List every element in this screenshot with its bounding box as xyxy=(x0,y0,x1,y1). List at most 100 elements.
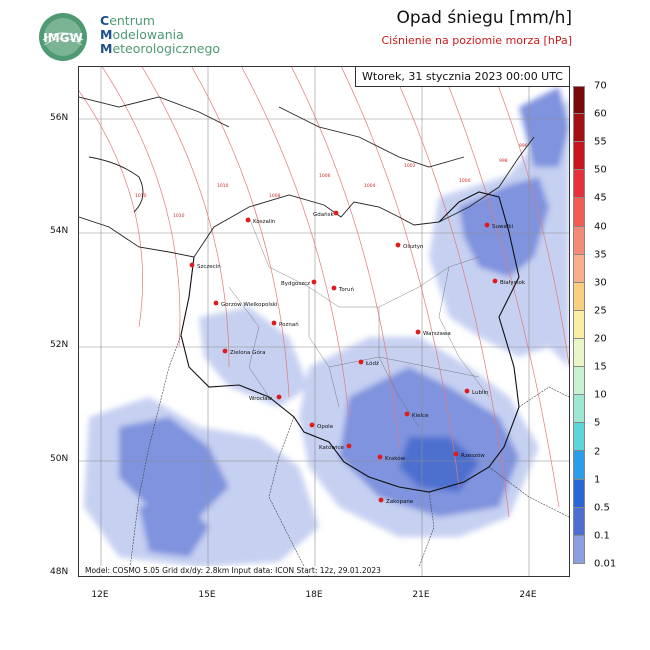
lat-tick-54n: 54N xyxy=(50,226,69,236)
colorbar-segment xyxy=(573,170,585,199)
city-label-krakow: Kraków xyxy=(385,455,406,462)
city-label-poznan: Poznań xyxy=(279,321,299,328)
colorbar-segment xyxy=(573,310,585,339)
colorbar-tick-label: 0.1 xyxy=(594,530,610,542)
isobar-label-1: 1010 xyxy=(135,193,147,199)
colorbar-segment xyxy=(573,254,585,283)
colorbar-tick-label: 2 xyxy=(594,446,601,458)
lon-tick-15e: 15E xyxy=(198,590,216,600)
city-label-bydgoszcz: Bydgoszcz xyxy=(281,281,310,287)
city-label-zakopane: Zakopane xyxy=(386,499,414,505)
city-label-zielona-gora: Zielona Góra xyxy=(230,349,265,356)
colorbar-segment xyxy=(573,226,585,255)
city-label-kielce: Kielce xyxy=(412,413,429,419)
forecast-date: Wtorek, 31 stycznia 2023 00:00 UTC xyxy=(355,67,569,87)
colorbar-tick-label: 0.5 xyxy=(594,502,610,514)
city-gorzow: Gorzów Wielkopolski xyxy=(213,300,278,308)
city-label-warszawa: Warszawa xyxy=(423,331,451,337)
city-label-koszalin: Koszalin xyxy=(253,219,276,225)
colorbar-segment xyxy=(573,367,585,396)
city-suwalki: Suwałki xyxy=(484,222,514,230)
isobar-label-2: 1010 xyxy=(173,213,185,219)
colorbar-segment xyxy=(573,451,585,480)
city-label-katowice: Katowice xyxy=(319,445,344,451)
map-panel: 1010 1010 1010 1008 1006 1004 1002 1000 … xyxy=(78,66,570,577)
lon-tick-21e: 21E xyxy=(412,590,430,600)
colorbar-segment xyxy=(573,142,585,171)
isobar-labels: 1010 1010 1010 1008 1006 1004 1002 1000 … xyxy=(135,143,528,219)
city-label-gorzow: Gorzów Wielkopolski xyxy=(221,301,278,308)
city-torun: Toruń xyxy=(331,285,355,293)
map-canvas: 1010 1010 1010 1008 1006 1004 1002 1000 … xyxy=(79,67,569,576)
city-opole: Opole xyxy=(309,422,334,430)
colorbar-tick-label: 60 xyxy=(594,108,607,120)
city-label-szczecin: Szczecin xyxy=(197,264,221,270)
city-krakow: Kraków xyxy=(377,454,406,462)
city-warszawa: Warszawa xyxy=(415,329,451,337)
city-label-lodz: Łódź xyxy=(365,360,379,367)
city-lublin: Lublin xyxy=(464,388,489,396)
city-wroclaw: Wrocław xyxy=(249,394,282,402)
colorbar-segment xyxy=(573,507,585,536)
isobar-label-5: 1006 xyxy=(319,173,331,179)
isobar-label-8: 1000 xyxy=(459,178,471,184)
city-rzeszow: Rzeszów xyxy=(453,451,485,459)
snow-area-northeast-core xyxy=(459,177,549,277)
cmm-logo: IMGW Centrum Modelowania Meteorologiczne… xyxy=(38,10,238,62)
colorbar-tick-label: 20 xyxy=(594,333,607,345)
city-szczecin: Szczecin xyxy=(189,262,221,270)
snow-area-east-core xyxy=(519,87,569,167)
colorbar-tick-label: 70 xyxy=(594,80,607,92)
colorbar-tick-label: 35 xyxy=(594,249,607,261)
colorbar-segment xyxy=(573,114,585,143)
city-bydgoszcz: Bydgoszcz xyxy=(281,279,317,287)
model-info: Model: COSMO 5.05 Grid dx/dy: 2.8km Inpu… xyxy=(83,566,383,575)
city-lodz: Łódź xyxy=(358,359,379,367)
city-poznan: Poznań xyxy=(271,320,299,328)
isobar-label-9: 998 xyxy=(499,158,508,164)
lon-tick-12e: 12E xyxy=(91,590,109,600)
colorbar-tick-label: 5 xyxy=(594,417,601,429)
lon-tick-18e: 18E xyxy=(305,590,323,600)
city-gdansk: Gdańsk xyxy=(313,210,339,218)
logo-line2-initial: M xyxy=(100,27,113,42)
colorbar-tick-label: 45 xyxy=(594,192,607,204)
colorbar-tick-label: 25 xyxy=(594,305,607,317)
lon-tick-24e: 24E xyxy=(519,590,537,600)
isobar-label-10: 996 xyxy=(519,143,528,149)
city-label-bialystok: Białystok xyxy=(500,280,526,286)
lat-tick-50n: 50N xyxy=(50,454,69,464)
city-label-rzeszow: Rzeszów xyxy=(461,452,485,459)
colorbar xyxy=(573,86,585,564)
map-title: Opad śniegu [mm/h] xyxy=(396,8,572,28)
snowfall-layer xyxy=(84,87,569,567)
colorbar-segment xyxy=(573,535,585,564)
logo-text: Centrum Modelowania Meteorologicznego xyxy=(100,14,220,56)
isobar-label-6: 1004 xyxy=(364,183,376,189)
logo-line2-rest: odelowania xyxy=(112,27,184,42)
logo-line1-initial: C xyxy=(100,13,110,28)
border-poland xyxy=(180,191,520,493)
city-katowice: Katowice xyxy=(319,443,352,451)
colorbar-tick-label: 0.01 xyxy=(594,558,617,570)
city-label-olsztyn: Olsztyn xyxy=(403,244,424,250)
city-bialystok: Białystok xyxy=(492,278,526,286)
colorbar-segment xyxy=(573,282,585,311)
city-label-suwalki: Suwałki xyxy=(492,224,514,230)
colorbar-tick-label: 15 xyxy=(594,361,607,373)
lat-tick-56n: 56N xyxy=(50,113,69,123)
colorbar-segment xyxy=(573,338,585,368)
city-koszalin: Koszalin xyxy=(245,217,276,225)
borders-other xyxy=(128,334,569,576)
colorbar-segment xyxy=(573,86,585,115)
city-kielce: Kielce xyxy=(404,411,429,419)
city-label-lublin: Lublin xyxy=(472,390,489,396)
colorbar-segment xyxy=(573,198,585,227)
colorbar-tick-label: 50 xyxy=(594,164,607,176)
colorbar-tick-label: 1 xyxy=(594,474,601,486)
isobar-label-7: 1002 xyxy=(404,163,416,169)
isobar-label-4: 1008 xyxy=(269,193,281,199)
city-zakopane: Zakopane xyxy=(378,497,414,505)
city-zielona-gora: Zielona Góra xyxy=(222,348,265,356)
logo-line3-initial: M xyxy=(100,41,113,56)
